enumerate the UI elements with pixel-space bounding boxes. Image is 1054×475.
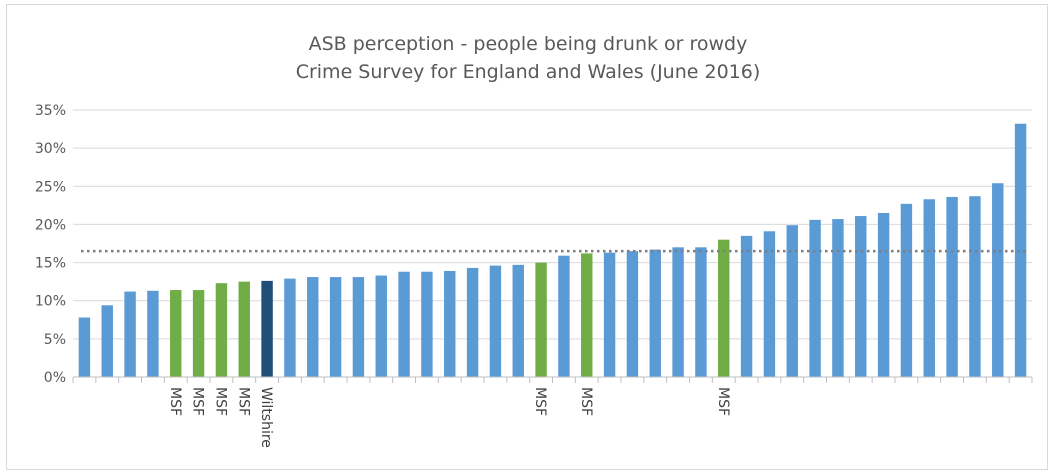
bar-other	[489, 265, 502, 377]
bar-other	[672, 247, 684, 377]
category-label: Wiltshire	[258, 387, 274, 448]
bar-msf	[535, 262, 547, 377]
bar-other	[649, 249, 661, 377]
chart-frame: ASB perception - people being drunk or r…	[6, 4, 1048, 470]
bar-other	[352, 277, 365, 377]
bar-other	[740, 235, 753, 377]
bar-other	[809, 219, 821, 377]
category-label: MSF	[532, 387, 548, 416]
bar-other	[603, 252, 616, 377]
bar-other	[101, 305, 113, 377]
bar-other	[992, 183, 1004, 377]
y-tick-label: 25%	[35, 179, 66, 195]
bar-other	[329, 277, 342, 377]
category-label: MSF	[235, 387, 251, 416]
x-axis	[72, 376, 1033, 383]
bar-other	[695, 247, 707, 377]
y-tick-label: 5%	[44, 332, 66, 348]
bar-other	[147, 290, 159, 377]
category-label: MSF	[212, 387, 228, 416]
bar-other	[375, 275, 387, 377]
bar-other	[78, 317, 91, 377]
bar-other	[466, 267, 479, 377]
y-tick-label: 30%	[35, 141, 66, 157]
bar-other	[444, 270, 456, 377]
y-tick-label: 0%	[44, 370, 66, 386]
bar-other	[877, 212, 890, 377]
bar-other	[763, 231, 776, 377]
chart-title: ASB perception - people being drunk or r…	[309, 33, 748, 55]
bar-msf	[718, 239, 730, 377]
category-labels: MSF MSF MSF MSF Wiltshire MSF MSF MSF	[167, 387, 731, 448]
bar-other	[124, 291, 136, 377]
bar-other	[512, 264, 524, 377]
chart-svg: ASB perception - people being drunk or r…	[35, 33, 1033, 448]
bar-msf	[581, 253, 593, 377]
y-axis-ticks: 0% 5% 10% 15% 20% 25% 30% 35%	[35, 103, 66, 386]
bar-other	[832, 219, 844, 377]
y-tick-label: 15%	[35, 256, 66, 272]
y-tick-label: 10%	[35, 294, 66, 310]
bar-other	[626, 251, 639, 377]
gridlines	[73, 109, 1032, 340]
bar-msf	[215, 283, 228, 377]
bar-other	[786, 225, 798, 377]
bar-other	[421, 271, 433, 377]
category-label: MSF	[578, 387, 594, 416]
bar-msf	[192, 290, 205, 377]
bar-other	[558, 255, 570, 377]
bar-other	[855, 216, 867, 377]
bar-other	[900, 203, 913, 377]
bar-other	[284, 278, 296, 377]
bar-other	[946, 196, 958, 377]
category-label: MSF	[167, 387, 183, 416]
bar-msf	[170, 290, 182, 377]
y-tick-label: 35%	[35, 103, 66, 119]
y-tick-label: 20%	[35, 217, 66, 233]
category-label: MSF	[715, 387, 731, 416]
bar-other	[1014, 123, 1027, 377]
bar-other	[923, 199, 935, 377]
bar-other	[969, 196, 981, 377]
bar-other	[398, 271, 410, 377]
bar-wiltshire	[261, 280, 273, 377]
chart-subtitle: Crime Survey for England and Wales (June…	[296, 61, 761, 83]
category-label: MSF	[190, 387, 206, 416]
bar-msf	[238, 281, 250, 377]
bars	[78, 123, 1027, 377]
bar-other	[307, 277, 319, 377]
